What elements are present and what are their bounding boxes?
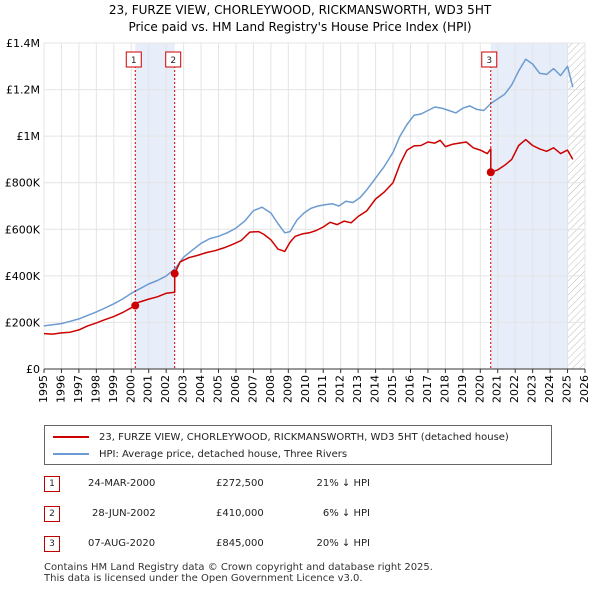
x-tick-label: 1995: [37, 375, 50, 403]
y-tick-label: £1.4M: [6, 37, 40, 50]
legend-label-property: 23, FURZE VIEW, CHORLEYWOOD, RICKMANSWOR…: [99, 431, 509, 443]
x-tick-label: 2009: [281, 375, 294, 403]
x-tick-label: 1996: [54, 375, 67, 403]
x-tick-label: 2015: [386, 375, 399, 403]
x-tick-label: 2021: [491, 375, 504, 403]
x-tick-label: 2016: [403, 375, 416, 403]
x-tick-label: 2003: [177, 375, 190, 403]
x-tick-label: 2013: [351, 375, 364, 403]
forecast-hatch: [567, 43, 585, 369]
legend-item-property: 23, FURZE VIEW, CHORLEYWOOD, RICKMANSWOR…: [53, 429, 509, 445]
x-tick-label: 1998: [89, 375, 102, 403]
sale-point: [486, 168, 495, 177]
series-line-hpi: [43, 58, 574, 327]
marker-box: [125, 51, 142, 68]
sale-row: 1 24-MAR-2000 £272,500 21% ↓ HPI: [44, 476, 404, 494]
legend-swatch-hpi: [53, 453, 89, 455]
sale-price: £845,000: [216, 538, 264, 549]
legend-swatch-property: [53, 436, 89, 438]
x-tick-label: 2004: [194, 375, 207, 403]
marker-label: 1: [131, 56, 137, 66]
sale-row: 3 07-AUG-2020 £845,000 20% ↓ HPI: [44, 536, 404, 554]
sale-marker-number: 1: [44, 476, 60, 492]
legend: 23, FURZE VIEW, CHORLEYWOOD, RICKMANSWOR…: [44, 425, 552, 465]
x-tick-label: 2019: [456, 375, 469, 403]
legend-label-hpi: HPI: Average price, detached house, Thre…: [99, 448, 348, 460]
series-line-property: [43, 138, 574, 335]
x-tick-label: 2012: [334, 375, 347, 403]
x-tick-label: 2022: [508, 375, 521, 403]
marker-label: 3: [486, 56, 492, 66]
x-tick-label: 2025: [561, 375, 574, 403]
x-tick-label: 2026: [578, 375, 591, 403]
x-tick-label: 2006: [229, 375, 242, 403]
sale-date: 24-MAR-2000: [88, 478, 156, 489]
shaded-period: [135, 43, 175, 369]
y-tick-label: £800K: [5, 177, 41, 190]
sale-point: [170, 269, 179, 278]
x-tick-label: 1997: [72, 375, 85, 403]
sale-date: 28-JUN-2002: [92, 508, 156, 519]
shaded-period: [490, 43, 568, 369]
y-tick-label: £0: [26, 363, 40, 376]
x-tick-label: 2010: [299, 375, 312, 403]
sale-price: £410,000: [216, 508, 264, 519]
sale-marker-number: 3: [44, 536, 60, 552]
x-tick-label: 2023: [526, 375, 539, 403]
sale-hpi-diff: 6% ↓ HPI: [322, 508, 370, 519]
y-tick-label: £600K: [5, 223, 41, 236]
marker-box: [165, 51, 182, 68]
y-tick-label: £1M: [17, 130, 41, 143]
x-tick-label: 1999: [107, 375, 120, 403]
x-tick-label: 2007: [246, 375, 259, 403]
x-tick-label: 2020: [473, 375, 486, 403]
sale-point: [131, 301, 140, 310]
y-tick-label: £1.2M: [6, 84, 40, 97]
y-tick-label: £400K: [5, 270, 41, 283]
sale-marker-number: 2: [44, 506, 60, 522]
x-tick-label: 2014: [369, 375, 382, 403]
x-tick-label: 2018: [438, 375, 451, 403]
legend-item-hpi: HPI: Average price, detached house, Thre…: [53, 446, 347, 462]
footer-attribution: Contains HM Land Registry data © Crown c…: [44, 562, 433, 584]
sale-hpi-diff: 21% ↓ HPI: [316, 478, 370, 489]
x-tick-label: 2000: [124, 375, 137, 403]
x-tick-label: 2008: [264, 375, 277, 403]
price-chart: 23, FURZE VIEW, CHORLEYWOOD, RICKMANSWOR…: [5, 3, 591, 403]
chart-title: 23, FURZE VIEW, CHORLEYWOOD, RICKMANSWOR…: [109, 3, 492, 17]
x-tick-label: 2017: [421, 375, 434, 403]
sale-row: 2 28-JUN-2002 £410,000 6% ↓ HPI: [44, 506, 404, 524]
x-tick-label: 2024: [543, 375, 556, 403]
marker-box: [481, 51, 498, 68]
y-tick-label: £200K: [5, 316, 41, 329]
footer-copyright: Contains HM Land Registry data © Crown c…: [44, 562, 433, 573]
footer-license: This data is licensed under the Open Gov…: [44, 573, 363, 584]
marker-label: 2: [170, 56, 176, 66]
sale-hpi-diff: 20% ↓ HPI: [316, 538, 370, 549]
x-tick-label: 2011: [316, 375, 329, 403]
sale-price: £272,500: [216, 478, 264, 489]
chart-subtitle: Price paid vs. HM Land Registry's House …: [128, 20, 471, 34]
x-tick-label: 2005: [212, 375, 225, 403]
x-tick-label: 2002: [159, 375, 172, 403]
sale-date: 07-AUG-2020: [88, 538, 156, 549]
x-tick-label: 2001: [142, 375, 155, 403]
